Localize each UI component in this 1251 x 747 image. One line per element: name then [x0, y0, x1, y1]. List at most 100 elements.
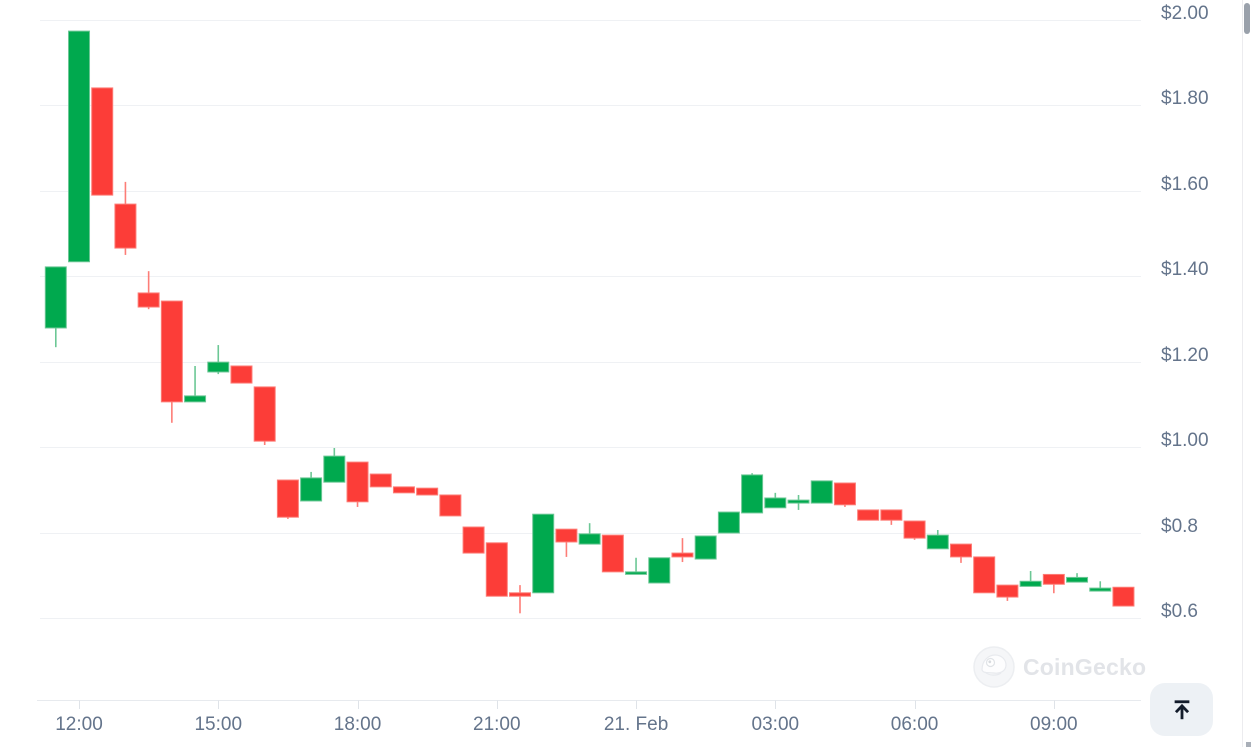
candle[interactable]	[717, 511, 740, 534]
candle[interactable]	[880, 509, 903, 525]
scroll-to-top-button[interactable]	[1150, 683, 1213, 736]
candle-body	[44, 266, 67, 329]
candle[interactable]	[671, 538, 694, 563]
candle[interactable]	[160, 300, 183, 423]
candle[interactable]	[926, 530, 949, 550]
candle-body	[68, 30, 91, 263]
candle[interactable]	[230, 365, 253, 384]
x-axis-tick-label: 06:00	[891, 714, 939, 735]
candle[interactable]	[485, 542, 508, 597]
candle-body	[949, 543, 972, 558]
candle[interactable]	[648, 557, 671, 584]
candle-body	[694, 535, 717, 560]
candle-body	[555, 528, 578, 543]
candle-body	[369, 473, 392, 488]
y-axis-tick-label: $2.00	[1161, 3, 1209, 24]
y-axis-tick-label: $1.80	[1161, 88, 1209, 109]
candle[interactable]	[625, 557, 648, 575]
candle-body	[253, 386, 276, 442]
candle-body	[764, 497, 787, 509]
candle[interactable]	[903, 520, 926, 540]
x-axis-tick-label: 21:00	[473, 714, 521, 735]
candle[interactable]	[369, 473, 392, 488]
candle[interactable]	[601, 534, 624, 573]
y-axis-labels: $2.00 $1.80 $1.60 $1.40 $1.20 $1.00 $0.8 $0.6	[1161, 3, 1209, 622]
candle-body	[787, 499, 810, 504]
candle[interactable]	[276, 479, 299, 519]
candle[interactable]	[392, 486, 415, 494]
candle[interactable]	[1089, 581, 1112, 592]
x-axis-tick-label: 03:00	[752, 714, 800, 735]
x-axis-tick-label: 18:00	[334, 714, 382, 735]
candle[interactable]	[44, 266, 67, 348]
candle-body	[810, 480, 833, 504]
candle[interactable]	[810, 480, 833, 504]
scrollbar-track	[1242, 0, 1243, 747]
candle[interactable]	[462, 526, 485, 554]
candle[interactable]	[949, 543, 972, 563]
candle[interactable]	[184, 365, 207, 403]
candle-body	[439, 494, 462, 517]
candle[interactable]	[741, 473, 764, 514]
arrow-up-to-bar-icon	[1174, 699, 1189, 719]
x-axis-tick-label: 12:00	[55, 714, 103, 735]
candle-body	[996, 584, 1019, 598]
candle-body	[485, 542, 508, 597]
candle-body	[509, 592, 531, 597]
candle-body	[903, 520, 926, 539]
y-axis-tick-label: $0.6	[1161, 601, 1198, 622]
candle-body	[648, 557, 671, 584]
candle-body	[717, 511, 740, 534]
candle-body	[207, 361, 230, 373]
y-axis-tick-label: $1.40	[1161, 259, 1209, 280]
candle-body	[532, 513, 555, 594]
x-axis-labels: 12:00 15:00 18:00 21:00 21. Feb 03:00 06:00 09:…	[55, 714, 1077, 735]
candle-body	[625, 571, 648, 575]
candle[interactable]	[114, 181, 137, 255]
candle-body	[114, 203, 137, 249]
candle[interactable]	[578, 523, 601, 545]
candle[interactable]	[764, 492, 787, 509]
candle[interactable]	[833, 482, 856, 507]
candle[interactable]	[1042, 573, 1065, 594]
candle[interactable]	[91, 87, 114, 196]
candle[interactable]	[207, 345, 230, 375]
candle[interactable]	[300, 471, 323, 502]
candle-body	[1066, 576, 1089, 583]
candle-body	[857, 509, 880, 521]
candle-body	[462, 526, 485, 554]
candle[interactable]	[416, 487, 439, 496]
candle[interactable]	[1019, 571, 1042, 587]
candle-body	[300, 477, 323, 502]
candle-body	[346, 461, 369, 503]
candle[interactable]	[68, 30, 91, 263]
candle-body	[323, 455, 346, 483]
candle[interactable]	[555, 528, 578, 557]
candle-body	[741, 474, 764, 514]
candle-body	[973, 556, 996, 594]
candle-body	[392, 486, 415, 494]
candle[interactable]	[787, 494, 810, 510]
scrollbar-thumb[interactable]	[1244, 3, 1250, 34]
candle[interactable]	[694, 535, 717, 560]
candle[interactable]	[509, 585, 531, 614]
candle[interactable]	[996, 584, 1019, 601]
candle[interactable]	[346, 461, 369, 507]
candle[interactable]	[1112, 586, 1135, 607]
candle[interactable]	[973, 556, 996, 594]
candle[interactable]	[857, 509, 880, 521]
x-axis	[37, 700, 1141, 709]
candle[interactable]	[1066, 573, 1089, 583]
candle-body	[671, 552, 694, 558]
y-axis-tick-label: $1.60	[1161, 174, 1209, 195]
candle[interactable]	[253, 386, 276, 446]
candle-body	[1089, 587, 1112, 592]
candle[interactable]	[323, 447, 346, 483]
candle[interactable]	[137, 271, 160, 310]
candles-layer	[44, 30, 1135, 614]
candle[interactable]	[532, 513, 555, 594]
candle-body	[1112, 586, 1135, 607]
candle[interactable]	[439, 494, 462, 517]
